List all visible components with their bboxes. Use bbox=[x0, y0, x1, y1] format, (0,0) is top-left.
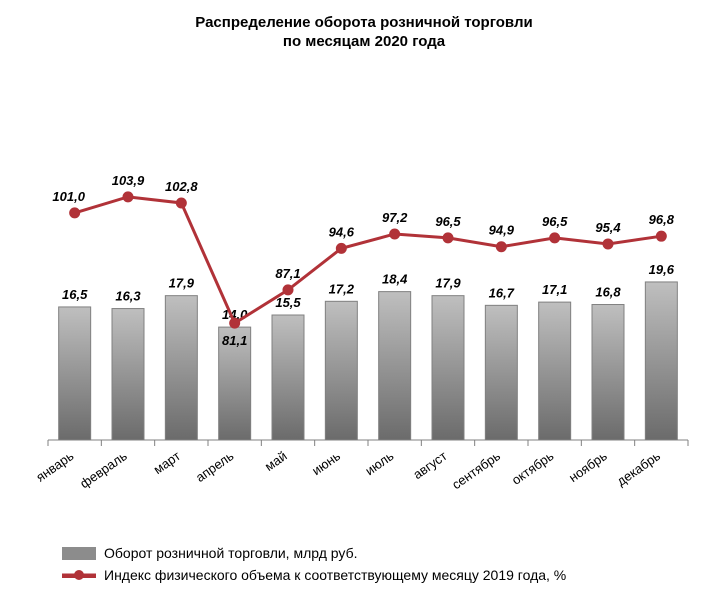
x-axis-label: декабрь bbox=[614, 448, 663, 489]
bar-value-label: 17,9 bbox=[169, 276, 195, 291]
x-axis-label: ноябрь bbox=[566, 448, 610, 485]
bar-value-label: 17,2 bbox=[329, 281, 355, 296]
line-value-label: 81,1 bbox=[222, 333, 247, 348]
bar bbox=[165, 296, 197, 440]
bar bbox=[112, 309, 144, 440]
legend-item: Оборот розничной торговли, млрд руб. bbox=[62, 545, 566, 561]
bar-value-label: 15,5 bbox=[275, 295, 301, 310]
x-axis-label: август bbox=[410, 448, 450, 482]
bar-value-label: 16,8 bbox=[595, 285, 621, 300]
bar bbox=[645, 282, 677, 440]
bar bbox=[592, 305, 624, 440]
chart-container: { "chart": { "type": "bar+line", "title_… bbox=[0, 0, 728, 615]
bar-value-label: 17,9 bbox=[435, 276, 461, 291]
line-value-label: 95,4 bbox=[595, 220, 621, 235]
line-value-label: 96,8 bbox=[649, 212, 675, 227]
legend-label: Оборот розничной торговли, млрд руб. bbox=[104, 545, 357, 561]
line-value-label: 101,0 bbox=[52, 189, 85, 204]
line-marker bbox=[443, 233, 453, 243]
line-value-label: 102,8 bbox=[165, 179, 198, 194]
chart-legend: Оборот розничной торговли, млрд руб. Инде… bbox=[62, 545, 566, 589]
x-axis-label: январь bbox=[33, 448, 76, 485]
chart-svg: январьфевраль март апрель майиюнь июль август… bbox=[0, 0, 728, 615]
legend-swatch-line bbox=[62, 568, 96, 582]
bar bbox=[432, 296, 464, 440]
bar-value-label: 17,1 bbox=[542, 282, 567, 297]
line-marker bbox=[283, 285, 293, 295]
bar bbox=[379, 292, 411, 440]
line-marker bbox=[336, 243, 346, 253]
bar bbox=[485, 305, 517, 440]
bar-value-label: 16,3 bbox=[115, 289, 141, 304]
bar bbox=[539, 302, 571, 440]
bar bbox=[59, 307, 91, 440]
x-axis-label: октябрь bbox=[509, 448, 557, 488]
bar bbox=[325, 301, 357, 440]
x-axis-label: апрель bbox=[193, 448, 237, 485]
line-marker bbox=[176, 198, 186, 208]
line-value-label: 94,9 bbox=[489, 223, 515, 238]
x-axis-label: сентябрь bbox=[449, 448, 503, 492]
line-value-label: 96,5 bbox=[435, 214, 461, 229]
x-axis-label: май bbox=[262, 448, 290, 474]
bar-value-label: 19,6 bbox=[649, 262, 675, 277]
line-marker bbox=[656, 231, 666, 241]
line-value-label: 87,1 bbox=[275, 266, 300, 281]
legend-label: Индекс физического объема к соответствую… bbox=[104, 567, 566, 583]
bar bbox=[272, 315, 304, 440]
line-marker bbox=[603, 239, 613, 249]
legend-swatch-bar bbox=[62, 547, 96, 560]
line-marker bbox=[550, 233, 560, 243]
x-axis-label: июль bbox=[362, 448, 396, 478]
x-axis-label: март bbox=[151, 448, 183, 477]
line-value-label: 103,9 bbox=[112, 173, 145, 188]
bar-value-label: 18,4 bbox=[382, 272, 408, 287]
legend-item: Индекс физического объема к соответствую… bbox=[62, 567, 566, 583]
line-value-label: 96,5 bbox=[542, 214, 568, 229]
bar-value-label: 16,7 bbox=[489, 285, 515, 300]
line-marker bbox=[496, 242, 506, 252]
line-value-label: 94,6 bbox=[329, 224, 355, 239]
x-axis-label: июнь bbox=[309, 448, 343, 478]
bar-value-label: 16,5 bbox=[62, 287, 88, 302]
line-series bbox=[75, 197, 662, 323]
line-marker bbox=[390, 229, 400, 239]
line-marker bbox=[70, 208, 80, 218]
line-value-label: 97,2 bbox=[382, 210, 408, 225]
line-marker bbox=[123, 192, 133, 202]
line-marker bbox=[230, 318, 240, 328]
x-axis-label: февраль bbox=[77, 448, 130, 491]
